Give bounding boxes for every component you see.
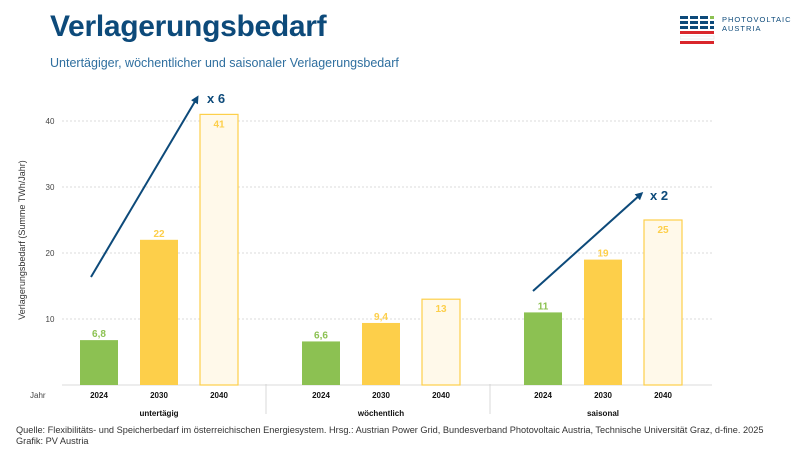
x-tick-label: 2040	[210, 391, 228, 400]
x-tick-label: 2040	[432, 391, 450, 400]
growth-arrow	[532, 191, 644, 292]
bar-untertägig-2030	[140, 239, 178, 385]
group-label: untertägig	[139, 409, 178, 418]
group-label: saisonal	[587, 409, 619, 418]
bar-value-label: 13	[435, 304, 447, 315]
bar-value-label: 9,4	[374, 312, 388, 323]
bar-wöchentlich-2040	[421, 298, 461, 386]
y-axis-label: Verlagerungsbedarf (Summe TWh/Jahr)	[17, 160, 27, 319]
growth-arrow	[90, 95, 199, 278]
bar-saisonal-2024	[524, 312, 562, 385]
growth-annotation: x 2	[650, 188, 668, 203]
y-tick-label: 40	[46, 117, 55, 126]
y-tick-label: 20	[46, 249, 55, 258]
footer: Quelle: Flexibilitäts- und Speicherbedar…	[16, 425, 763, 447]
bar-wöchentlich-2024	[302, 341, 340, 385]
growth-annotation: x 6	[207, 91, 225, 106]
y-tick-label: 30	[46, 183, 55, 192]
bar-value-label: 6,8	[92, 329, 106, 340]
bar-wöchentlich-2030	[362, 322, 400, 385]
logo-grid-icon	[680, 16, 715, 44]
group-label: wöchentlich	[357, 409, 404, 418]
bar-untertägig-2024	[80, 340, 118, 385]
x-axis-prefix: Jahr	[30, 391, 46, 400]
x-tick-label: 2030	[150, 391, 168, 400]
logo-text-line1: PHOTOVOLTAIC	[722, 15, 792, 24]
bar-value-label: 6,6	[314, 330, 328, 341]
bar-saisonal-2030	[584, 259, 622, 385]
pv-austria-logo	[680, 16, 715, 44]
x-tick-label: 2040	[654, 391, 672, 400]
x-tick-label: 2030	[594, 391, 612, 400]
bar-value-label: 25	[657, 225, 669, 236]
bar-value-label: 19	[597, 249, 609, 260]
bar-untertägig-2040	[199, 113, 239, 386]
y-tick-label: 10	[46, 315, 55, 324]
bar-saisonal-2040	[643, 219, 683, 386]
page-subtitle: Untertägiger, wöchentlicher und saisonal…	[50, 56, 399, 70]
x-tick-label: 2024	[90, 391, 108, 400]
source-note: Quelle: Flexibilitäts- und Speicherbedar…	[16, 425, 764, 435]
x-tick-label: 2030	[372, 391, 390, 400]
bar-value-label: 41	[213, 119, 225, 130]
logo-text-line2: AUSTRIA	[722, 24, 762, 33]
bar-value-label: 11	[538, 301, 549, 312]
bar-value-label: 22	[153, 229, 165, 240]
graphic-credit: Grafik: PV Austria	[16, 436, 89, 446]
page-title: Verlagerungsbedarf	[50, 10, 327, 43]
x-tick-label: 2024	[534, 391, 552, 400]
x-tick-label: 2024	[312, 391, 330, 400]
